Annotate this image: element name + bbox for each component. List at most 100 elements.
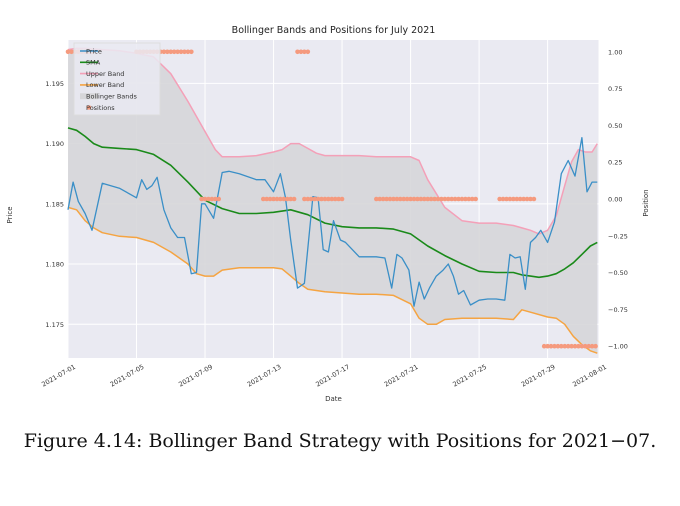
position-marker bbox=[425, 196, 431, 202]
position-marker bbox=[308, 196, 314, 202]
x-tick-label: 2021-08-01 bbox=[571, 363, 608, 389]
position-marker bbox=[524, 196, 530, 202]
y-axis-label: Price bbox=[6, 206, 14, 223]
x-tick-label: 2021-07-13 bbox=[246, 363, 283, 389]
position-marker bbox=[528, 196, 533, 202]
position-marker bbox=[562, 343, 568, 349]
position-marker bbox=[404, 196, 410, 202]
position-marker bbox=[202, 196, 208, 202]
position-marker bbox=[288, 196, 293, 202]
y2-tick-label: −0.25 bbox=[608, 232, 628, 240]
position-marker bbox=[398, 196, 403, 202]
legend-box bbox=[73, 42, 161, 116]
position-marker bbox=[582, 343, 588, 349]
position-marker bbox=[391, 196, 396, 202]
position-marker bbox=[497, 196, 502, 202]
y2-tick-label: 0.25 bbox=[608, 159, 622, 167]
position-marker bbox=[168, 49, 174, 55]
legend: Price SMA Upper Band Lower Band Bollinger Ba… bbox=[73, 42, 161, 116]
y-tick-label: 1.190 bbox=[45, 140, 64, 148]
position-marker bbox=[182, 49, 187, 55]
position-marker bbox=[278, 196, 283, 202]
y-tick-label: 1.185 bbox=[45, 200, 64, 208]
position-marker bbox=[209, 196, 215, 202]
position-marker bbox=[394, 196, 400, 202]
legend-label: Positions bbox=[86, 104, 115, 112]
position-marker bbox=[514, 196, 520, 202]
position-marker bbox=[442, 196, 448, 202]
position-marker bbox=[504, 196, 509, 202]
position-marker bbox=[178, 49, 184, 55]
position-marker bbox=[469, 196, 475, 202]
position-marker bbox=[267, 196, 273, 202]
y2-tick-label: 0.50 bbox=[608, 122, 622, 130]
legend-swatch bbox=[80, 93, 98, 100]
position-marker bbox=[401, 196, 407, 202]
position-marker bbox=[449, 196, 454, 202]
position-marker bbox=[339, 196, 345, 202]
position-marker bbox=[428, 196, 434, 202]
y-tick-label: 1.180 bbox=[45, 261, 64, 269]
x-tick-label: 2021-07-25 bbox=[451, 363, 488, 389]
y-tick-label: 1.175 bbox=[45, 321, 64, 329]
price-line bbox=[67, 136, 598, 307]
position-marker bbox=[332, 196, 338, 202]
position-marker bbox=[69, 49, 74, 55]
position-marker bbox=[274, 196, 280, 202]
y2-tick-label: 0.75 bbox=[608, 85, 622, 93]
position-marker bbox=[548, 343, 554, 349]
position-marker bbox=[500, 196, 506, 202]
legend-label: Upper Band bbox=[86, 70, 124, 78]
position-marker bbox=[411, 196, 417, 202]
position-marker bbox=[408, 196, 413, 202]
y2-axis-label: Position bbox=[642, 189, 650, 216]
position-marker bbox=[541, 343, 547, 349]
position-marker bbox=[507, 196, 513, 202]
x-tick-label: 2021-07-09 bbox=[177, 363, 214, 389]
y2-tick-label: 0.00 bbox=[608, 196, 622, 204]
position-marker bbox=[572, 343, 578, 349]
position-marker bbox=[456, 196, 461, 202]
position-marker bbox=[302, 49, 307, 55]
position-marker bbox=[326, 196, 331, 202]
lower-band-line bbox=[67, 206, 598, 354]
position-marker bbox=[517, 196, 523, 202]
position-marker bbox=[439, 196, 444, 202]
position-marker bbox=[302, 196, 307, 202]
x-axis-label: Date bbox=[325, 395, 342, 403]
position-marker bbox=[421, 196, 427, 202]
position-marker bbox=[435, 196, 441, 202]
position-marker bbox=[473, 196, 478, 202]
position-marker bbox=[295, 49, 300, 55]
y-tick-label: 1.195 bbox=[45, 80, 64, 88]
position-marker bbox=[593, 343, 598, 349]
position-marker bbox=[531, 196, 537, 202]
position-marker bbox=[418, 196, 424, 202]
sma-line bbox=[67, 127, 598, 279]
position-marker bbox=[319, 196, 324, 202]
position-marker bbox=[552, 343, 557, 349]
position-marker bbox=[387, 196, 393, 202]
x-tick-label: 2021-07-21 bbox=[383, 363, 420, 389]
position-marker bbox=[315, 196, 321, 202]
position-marker bbox=[377, 196, 383, 202]
x-tick-label: 2021-07-29 bbox=[520, 363, 557, 389]
position-marker bbox=[555, 343, 561, 349]
y2-tick-label: −0.75 bbox=[608, 306, 628, 314]
position-marker bbox=[213, 196, 218, 202]
position-marker bbox=[305, 49, 311, 55]
position-marker bbox=[336, 196, 341, 202]
y2-tick-label: 1.00 bbox=[608, 48, 622, 56]
upper-band-line bbox=[67, 47, 598, 235]
position-marker bbox=[165, 49, 170, 55]
legend-label: Bollinger Bands bbox=[86, 93, 138, 101]
legend-label: Lower Band bbox=[86, 81, 124, 89]
position-marker bbox=[216, 196, 222, 202]
position-marker bbox=[452, 196, 458, 202]
position-marker bbox=[199, 196, 204, 202]
y2-tick-label: −1.00 bbox=[608, 343, 628, 351]
position-marker bbox=[298, 49, 304, 55]
position-marker bbox=[545, 343, 550, 349]
position-marker bbox=[206, 196, 211, 202]
position-marker bbox=[260, 196, 266, 202]
